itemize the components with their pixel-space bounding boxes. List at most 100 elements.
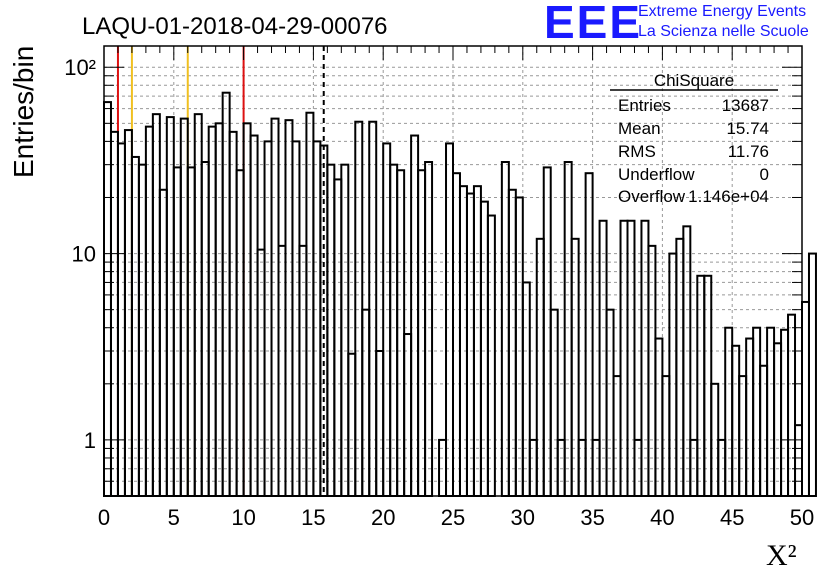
stats-value-rms: 11.76 [728,142,769,161]
histogram-bar [347,352,357,498]
histogram-bar [326,163,336,497]
histogram-bar [801,300,810,497]
histogram-bar [745,337,755,497]
histogram-bar [542,166,552,497]
y-tick-label: 10² [64,55,96,80]
histogram-bar [235,169,245,498]
histogram-bar [759,364,769,497]
histogram-bar [389,163,399,497]
histogram-bar [144,125,154,498]
histogram-bar [375,350,385,498]
histogram-bar [361,308,371,497]
histogram-bar [647,244,657,497]
histogram-bar [165,116,175,497]
histogram-bar [270,117,280,497]
stats-title: ChiSquare [654,71,734,90]
histogram-bars [103,91,817,498]
x-tick-label: 45 [720,505,744,530]
histogram-bar [137,163,147,497]
run-title: LAQU-01-2018-04-29-00076 [82,13,388,40]
histogram-bar [479,200,489,497]
histogram-bar [298,244,308,497]
histogram-bar [221,91,231,498]
histogram-bar [794,424,804,497]
histogram-bar [277,244,287,497]
histogram-bar [661,375,671,498]
histogram-bar [612,375,622,498]
histogram-bar [549,308,559,497]
histogram-bar [535,237,545,497]
histogram-bar [263,140,273,497]
histogram-bar [584,172,594,497]
histogram-bar [123,129,133,498]
histogram-bar [780,328,790,497]
logo-line-1: Extreme Energy Events [638,3,807,20]
x-tick-label: 30 [511,505,535,530]
histogram-bar [340,163,350,497]
y-axis-label: Entries/bin [8,46,39,178]
histogram-bar [445,142,454,498]
stats-label-entries: Entries [618,96,671,115]
histogram-bar [682,225,692,497]
y-tick-label: 1 [84,428,96,453]
histogram-bar [186,166,196,497]
histogram-bar [675,237,685,497]
stats-value-overflow: 1.146e+04 [688,187,769,206]
x-tick-label: 40 [650,505,674,530]
x-tick-label: 0 [98,505,110,530]
histogram-bar [312,140,322,497]
histogram-bar [773,342,783,497]
histogram-bar [410,134,420,497]
histogram-bar [396,169,406,498]
histogram-bar [103,101,112,497]
histogram-bar [521,281,531,497]
histogram-bar [731,344,741,497]
histogram-bar [193,113,203,497]
logo-line-2: La Scienza nelle Scuole [638,23,809,40]
stats-value-mean: 15.74 [726,119,769,138]
x-tick-label: 5 [168,505,180,530]
histogram-bar [403,333,413,497]
histogram-bar [668,252,678,497]
histogram-bar [507,188,517,497]
histogram-bar [703,274,713,497]
x-tick-label: 25 [441,505,465,530]
histogram-bar [563,161,573,497]
histogram-bar [807,252,817,497]
histogram-bar [109,130,119,497]
x-tick-label: 15 [301,505,325,530]
stats-label-mean: Mean [618,119,661,138]
histogram-bar [207,125,217,498]
histogram-bar [249,134,259,497]
axes: 0 5 10 15 20 25 30 35 40 45 50 1 10 10² [64,45,814,530]
stats-value-entries: 13687 [722,96,769,115]
histogram-bar [256,248,266,497]
histogram-bar [738,375,748,498]
histogram-bar [752,326,762,498]
x-tick-label: 10 [231,505,255,530]
histogram-bar [458,185,468,497]
histogram-bar [116,142,126,498]
stats-label-underflow: Underflow [618,165,695,184]
x-tick-label: 35 [580,505,604,530]
histogram-bar [228,130,238,497]
histogram-bar [305,111,315,497]
eee-logo: EEE [544,0,643,48]
histogram-bar [424,161,434,497]
histogram-bar [766,326,776,498]
stats-label-overflow: Overflow [618,187,686,206]
histogram-bar [130,155,140,497]
histogram-bar [570,237,580,497]
histogram-bar [605,308,615,497]
histogram-bar [472,185,482,497]
histogram-bar [465,192,475,497]
histogram-bar [151,113,161,497]
histogram-bar [500,161,510,497]
histogram-bar [417,169,427,498]
histogram-bar [654,337,664,497]
histogram-bar [724,326,734,498]
y-tick-label: 10 [72,242,96,267]
x-axis-label: X² [766,539,797,572]
stats-label-rms: RMS [618,142,656,161]
